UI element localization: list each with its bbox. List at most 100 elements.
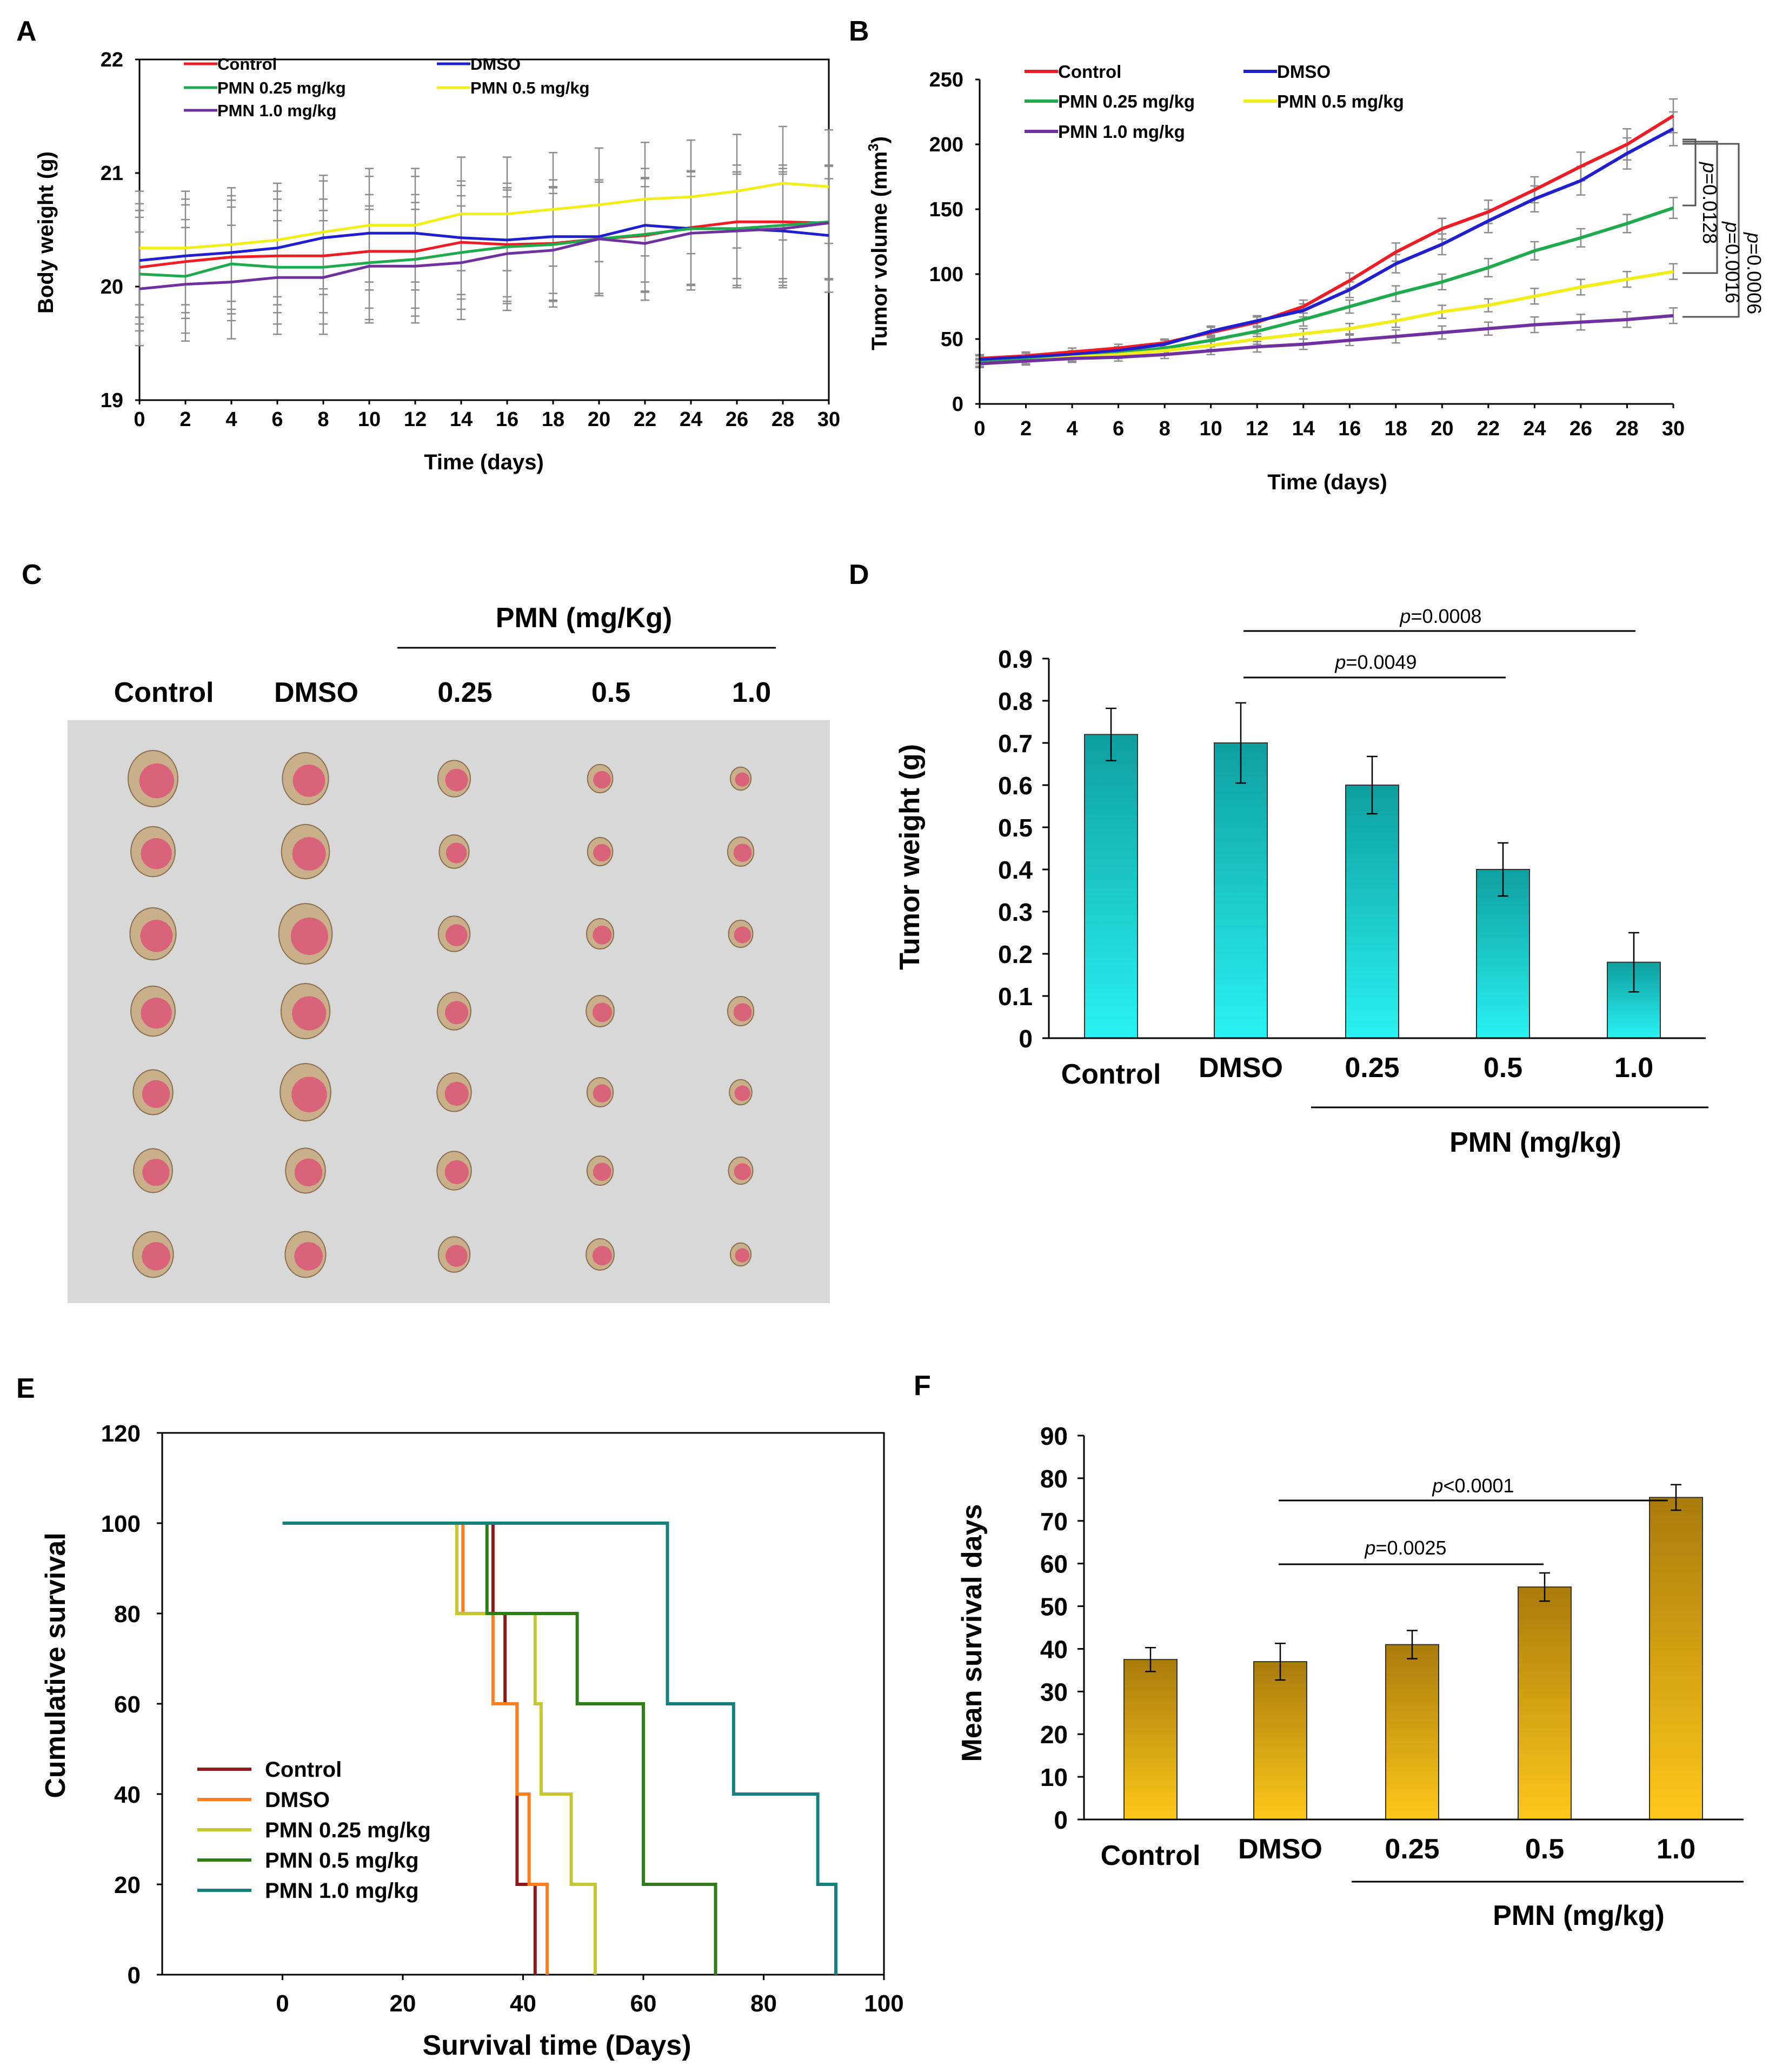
panel-a-x-tick-label: 22 xyxy=(634,408,656,431)
panel-a-legend-label-pmn-1-0-mg-kg: PMN 1.0 mg/kg xyxy=(217,101,337,120)
panel-f-category-label-0-5: 0.5 xyxy=(1525,1834,1564,1865)
panel-b-legend-label-dmso: DMSO xyxy=(1277,62,1331,82)
panel-f-survival-days-chart: 0 10 20 30 40 50 60 70 80 90 Control DMSO 0.25 0.5 1.0… xyxy=(956,1422,1744,1931)
panel-d-y-tick-label: 0.1 xyxy=(998,982,1033,1011)
panel-e-legend-label-pmn-0-25-mg-kg: PMN 0.25 mg/kg xyxy=(265,1818,431,1842)
panel-e-y-tick-label: 60 xyxy=(114,1691,141,1718)
panel-a-x-tick-label: 24 xyxy=(680,408,702,431)
tumor-specimen-highlight xyxy=(292,996,327,1031)
panel-d-y-tick-label: 0 xyxy=(1019,1025,1033,1053)
tumor-specimen-highlight xyxy=(294,1158,323,1187)
photo-group-label: PMN (mg/Kg) xyxy=(496,602,672,634)
photo-column-label-1-0: 1.0 xyxy=(732,677,771,708)
panel-f-bar-control xyxy=(1123,1659,1178,1821)
panel-f-y-tick-label: 30 xyxy=(1040,1678,1068,1706)
panel-d-y-tick-label: 0.5 xyxy=(998,814,1033,842)
tumor-specimen-highlight xyxy=(141,838,172,869)
panel-d-p-value-2: p=0.0049 xyxy=(1334,651,1416,673)
panel-a-x-tick-label: 10 xyxy=(358,408,381,431)
panel-b-y-axis-label-sup: 3 xyxy=(865,143,881,151)
bracket-control-vs-0-25 xyxy=(1682,138,1697,207)
tumor-specimen-highlight xyxy=(140,919,173,952)
panel-b-y-tick-label: 0 xyxy=(952,393,963,416)
tumor-specimen-highlight xyxy=(291,1077,327,1113)
panel-f-y-tick-label: 90 xyxy=(1040,1422,1068,1450)
panel-b-x-axis-label: Time (days) xyxy=(1267,470,1387,494)
panel-b-legend-label-control: Control xyxy=(1058,62,1121,82)
panel-label-c: C xyxy=(22,559,42,590)
panel-b-x-tick-label: 2 xyxy=(1020,417,1032,440)
photo-column-label-0-25: 0.25 xyxy=(437,677,492,708)
panel-f-bar-0-25 xyxy=(1385,1644,1439,1821)
panel-b-x-tick-label: 28 xyxy=(1615,417,1638,440)
panel-e-series-line-pmn-1-0-mg-kg xyxy=(282,1522,837,1975)
panel-f-category-label-control: Control xyxy=(1101,1840,1201,1871)
panel-a-x-tick-label: 26 xyxy=(726,408,748,431)
panel-a-x-tick-label: 30 xyxy=(817,408,840,431)
panel-e-x-tick-label: 80 xyxy=(750,1990,777,2017)
tumor-specimen-highlight xyxy=(142,1159,170,1186)
panel-b-y-tick-label: 150 xyxy=(929,198,963,221)
panel-a-legend-label-control: Control xyxy=(217,55,277,74)
panel-d-category-label-0-5: 0.5 xyxy=(1484,1052,1522,1084)
panel-b-y-tick-label: 200 xyxy=(929,134,963,156)
tumor-specimen-highlight xyxy=(445,768,468,792)
tumor-specimen-highlight xyxy=(734,1085,750,1101)
panel-f-y-tick-label: 70 xyxy=(1040,1507,1068,1536)
panel-a-legend-label-pmn-0-5-mg-kg: PMN 0.5 mg/kg xyxy=(470,78,590,97)
panel-f-y-tick-label: 80 xyxy=(1040,1465,1068,1493)
panel-b-x-tick-label: 24 xyxy=(1523,417,1546,440)
panel-a-series-line-pmn-0-25-mg-kg xyxy=(139,220,829,278)
panel-a-x-tick-label: 2 xyxy=(179,408,191,431)
panel-b-legend-label-pmn-0-5-mg-kg: PMN 0.5 mg/kg xyxy=(1277,91,1404,111)
panel-e-legend-label-dmso: DMSO xyxy=(265,1788,330,1812)
tumor-specimen-highlight xyxy=(593,1163,611,1181)
panel-a-series-line-pmn-0-5-mg-kg xyxy=(139,182,829,250)
panel-label-b: B xyxy=(849,16,869,47)
photo-column-label-control: Control xyxy=(114,677,214,708)
panel-e-y-tick-label: 0 xyxy=(128,1962,141,1989)
panel-e-legend-label-pmn-0-5-mg-kg: PMN 0.5 mg/kg xyxy=(265,1849,419,1872)
panel-e-x-tick-label: 40 xyxy=(510,1990,536,2017)
panel-e-x-axis-label: Survival time (Days) xyxy=(422,2030,691,2061)
panel-d-category-label-dmso: DMSO xyxy=(1199,1052,1283,1084)
panel-f-bar-0-5 xyxy=(1518,1586,1572,1821)
panel-e-legend-label-control: Control xyxy=(265,1758,342,1782)
panel-d-category-label-0-25: 0.25 xyxy=(1345,1052,1399,1084)
panel-f-y-tick-label: 10 xyxy=(1040,1763,1068,1791)
panel-f-group-label: PMN (mg/kg) xyxy=(1493,1900,1665,1931)
panel-d-y-tick-label: 0.2 xyxy=(998,940,1033,968)
panel-a-x-tick-label: 28 xyxy=(772,408,794,431)
panel-b-p-value-2: p=0.0016 xyxy=(1721,221,1744,303)
panel-f-y-tick-label: 20 xyxy=(1040,1721,1068,1749)
panel-a-y-axis-label: Body weight (g) xyxy=(34,151,58,314)
panel-f-p-value-1: p<0.0001 xyxy=(1432,1475,1514,1497)
tumor-specimen-highlight xyxy=(294,1242,323,1271)
panel-f-category-label-1-0: 1.0 xyxy=(1657,1834,1695,1865)
panel-a-x-tick-label: 18 xyxy=(542,408,564,431)
panel-b-y-axis-label-end: ) xyxy=(868,136,892,143)
panel-e-x-tick-label: 60 xyxy=(630,1990,657,2017)
panel-b-p-value-3: p=0.0006 xyxy=(1743,232,1765,314)
panel-d-p-value-1: p=0.0008 xyxy=(1399,605,1481,627)
tumor-specimen-highlight xyxy=(733,844,752,862)
panel-a-y-tick-label: 20 xyxy=(101,276,123,298)
tumor-specimen-highlight xyxy=(292,836,326,871)
panel-a-legend-label-dmso: DMSO xyxy=(470,55,521,74)
panel-e-series-line-pmn-0-5-mg-kg xyxy=(485,1523,717,1975)
tumor-specimen-highlight xyxy=(290,917,328,955)
tumor-specimen-highlight xyxy=(593,925,612,945)
tumor-specimen-highlight xyxy=(142,1242,170,1271)
panel-b-x-tick-label: 0 xyxy=(974,417,985,440)
panel-e-y-tick-label: 20 xyxy=(114,1872,141,1898)
panel-b-x-tick-label: 18 xyxy=(1385,417,1407,440)
panel-d-group-label: PMN (mg/kg) xyxy=(1449,1127,1621,1158)
panel-d-y-tick-label: 0.6 xyxy=(998,772,1033,800)
panel-b-x-tick-label: 6 xyxy=(1113,417,1124,440)
panel-b-series-line-dmso xyxy=(979,127,1674,362)
panel-b-x-tick-label: 8 xyxy=(1159,417,1171,440)
panel-a-y-tick-label: 22 xyxy=(101,49,123,71)
panel-f-y-tick-label: 0 xyxy=(1054,1806,1068,1834)
panel-a-x-tick-label: 16 xyxy=(496,408,518,431)
